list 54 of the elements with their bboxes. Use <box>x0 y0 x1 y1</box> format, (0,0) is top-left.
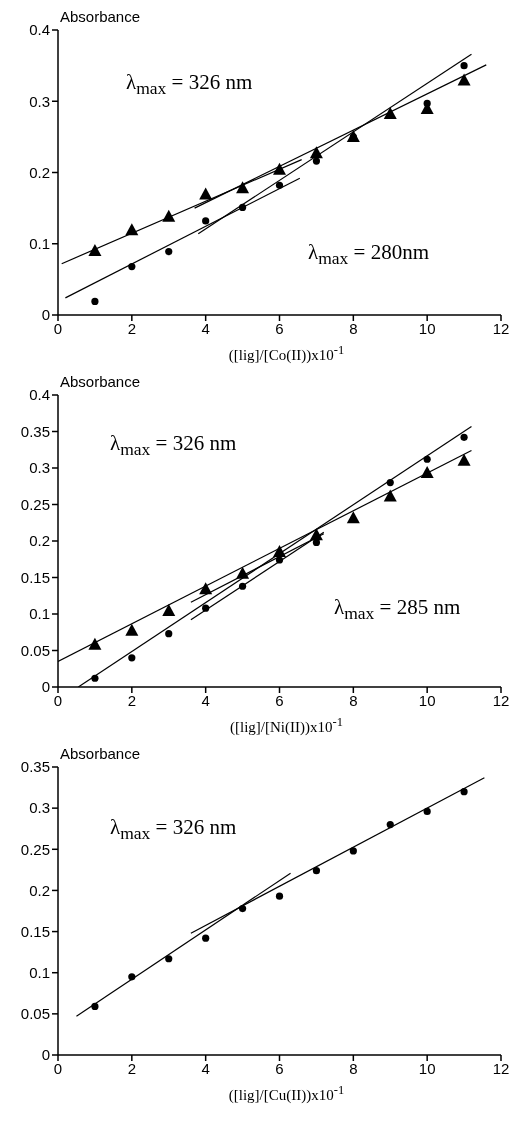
annotation: λ$_{max}$ = 326 nm <box>126 70 253 100</box>
x-axis-title: ([lig]/[Cu(II))x10$^{-1}$ <box>227 1083 346 1104</box>
y-tick-label: 0 <box>41 1046 50 1064</box>
y-tick-label: 0 <box>41 306 50 324</box>
x-tick-label: 6 <box>275 1059 284 1077</box>
x-axis-title: ([lig]/[Co(II))x10$^{-1}$ <box>227 343 346 364</box>
x-tick-label: 6 <box>275 319 284 337</box>
y-tick-label: 0.05 <box>20 641 50 659</box>
x-tick-label: 10 <box>418 319 436 337</box>
annotation: λ$_{max}$ = 280nm <box>308 240 430 270</box>
y-tick-label: 0.2 <box>29 532 50 550</box>
y-axis-title: Absorbance <box>60 373 141 390</box>
x-tick-label: 0 <box>53 691 63 709</box>
y-tick-label: 0.05 <box>20 1005 50 1023</box>
x-tick-label: 2 <box>127 691 137 709</box>
y-tick-label: 0.4 <box>29 386 50 404</box>
x-tick-label: 10 <box>418 1059 436 1077</box>
annotation: λ$_{max}$ = 326 nm <box>110 815 237 845</box>
y-tick-label: 0.25 <box>20 495 50 513</box>
y-tick-label: 0.35 <box>20 422 50 440</box>
y-tick-label: 0.1 <box>29 605 50 623</box>
y-tick-label: 0.3 <box>29 92 50 110</box>
y-tick-label: 0 <box>41 678 50 696</box>
x-axis-title: ([lig]/[Ni(II))x10$^{-1}$ <box>229 715 344 736</box>
y-tick-label: 0.2 <box>29 163 50 181</box>
x-tick-label: 0 <box>53 319 63 337</box>
x-tick-label: 4 <box>201 319 210 337</box>
y-tick-label: 0.25 <box>20 840 50 858</box>
y-tick-label: 0.3 <box>29 459 50 477</box>
y-axis-title: Absorbance <box>60 8 141 25</box>
y-axis-title: Absorbance <box>60 745 141 762</box>
x-tick-label: 12 <box>492 1059 510 1077</box>
y-tick-label: 0.2 <box>29 881 50 899</box>
x-tick-label: 8 <box>349 319 358 337</box>
x-tick-label: 10 <box>418 691 436 709</box>
x-tick-label: 12 <box>492 691 510 709</box>
x-tick-label: 8 <box>349 691 358 709</box>
x-tick-label: 2 <box>127 319 137 337</box>
annotation: λ$_{max}$ = 326 nm <box>110 431 237 461</box>
x-tick-label: 4 <box>201 1059 210 1077</box>
y-tick-label: 0.1 <box>29 235 50 253</box>
y-tick-label: 0.3 <box>29 799 50 817</box>
y-tick-label: 0.4 <box>29 21 50 39</box>
x-tick-label: 4 <box>201 691 210 709</box>
y-tick-label: 0.35 <box>20 758 50 776</box>
y-tick-label: 0.1 <box>29 964 50 982</box>
x-tick-label: 6 <box>275 691 284 709</box>
x-tick-label: 8 <box>349 1059 358 1077</box>
x-tick-label: 0 <box>53 1059 63 1077</box>
annotation: λ$_{max}$ = 285 nm <box>334 595 461 625</box>
y-tick-label: 0.15 <box>20 922 50 940</box>
x-tick-label: 2 <box>127 1059 137 1077</box>
y-tick-label: 0.15 <box>20 568 50 586</box>
x-tick-label: 12 <box>492 319 510 337</box>
